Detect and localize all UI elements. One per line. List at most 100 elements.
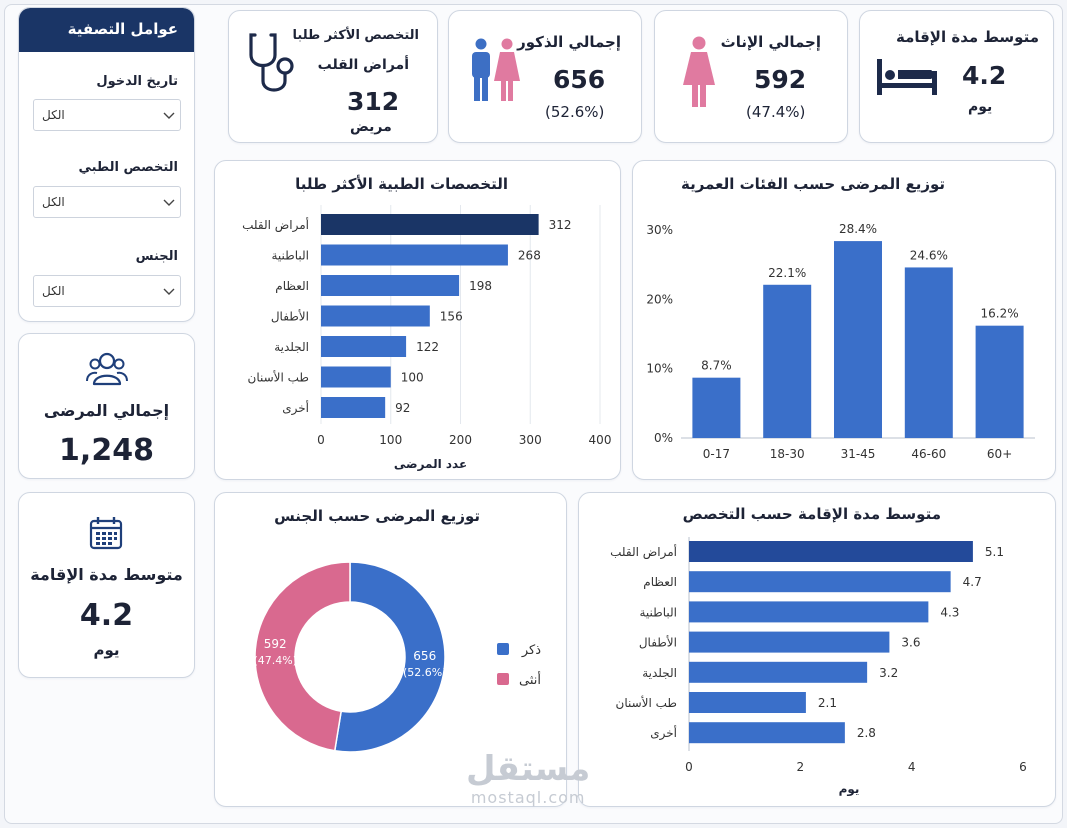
category-label: 46-60 bbox=[911, 447, 946, 461]
slice-value-label: 656 bbox=[413, 649, 436, 663]
bar bbox=[689, 661, 868, 683]
watermark: مستقل mostaql.com bbox=[466, 750, 590, 807]
legend-swatch bbox=[497, 643, 509, 655]
side-avg-stay-unit: يوم bbox=[93, 641, 120, 659]
chevron-down-icon bbox=[163, 199, 175, 206]
total-patients-card: إجمالي المرضى 1,248 bbox=[18, 333, 195, 479]
stay-chart-card: متوسط مدة الإقامة حسب التخصص 0 2 4 6 أمراض ا… bbox=[578, 492, 1056, 807]
bar bbox=[904, 267, 953, 438]
x-tick-label: 0 bbox=[685, 760, 693, 774]
bar bbox=[692, 377, 741, 438]
donut-slice bbox=[333, 561, 446, 753]
category-label: الباطنية bbox=[640, 605, 678, 619]
data-label: 2.1 bbox=[818, 696, 837, 710]
calendar-icon bbox=[89, 517, 123, 550]
category-label: الجلدية bbox=[642, 666, 677, 680]
slice-percent-label: (47.4%) bbox=[253, 654, 297, 667]
data-label: 312 bbox=[549, 218, 572, 232]
males-card: إجمالي الذكور 656 (52.6%) bbox=[448, 10, 642, 143]
category-label: أخرى bbox=[282, 400, 309, 416]
males-percent: (52.6%) bbox=[545, 103, 605, 121]
bar bbox=[321, 214, 539, 235]
category-label: الأطفال bbox=[639, 635, 677, 650]
bar bbox=[763, 284, 812, 438]
x-tick-label: 300 bbox=[519, 433, 542, 447]
data-label: 22.1% bbox=[768, 266, 806, 280]
category-label: طب الأسنان bbox=[248, 370, 309, 385]
data-label: 3.2 bbox=[879, 666, 898, 680]
watermark-arabic: مستقل bbox=[466, 749, 591, 789]
x-tick-label: 100 bbox=[379, 433, 402, 447]
filter-panel: عوامل التصفية تاريخ الدخول الكل التخصص ا… bbox=[18, 7, 195, 322]
category-label: الباطنية bbox=[272, 249, 310, 263]
filter-specialty-dropdown[interactable]: الكل bbox=[33, 186, 181, 218]
total-patients-value: 1,248 bbox=[59, 433, 154, 468]
avg-stay-title: متوسط مدة الإقامة bbox=[895, 28, 1039, 46]
data-label: 100 bbox=[401, 371, 424, 385]
data-label: 4.3 bbox=[940, 605, 959, 619]
category-label: طب الأسنان bbox=[616, 695, 677, 710]
x-tick-label: 0 bbox=[317, 433, 325, 447]
bar bbox=[689, 692, 806, 713]
category-label: 18-30 bbox=[770, 447, 805, 461]
age-chart-title: توزيع المرضى حسب الفئات العمرية bbox=[681, 175, 945, 193]
specialties-chart: 0 100 200 300 400 أمراض القلب 312 الباطنية 268 ال… bbox=[242, 205, 611, 471]
side-avg-stay-title: متوسط مدة الإقامة bbox=[30, 565, 183, 584]
data-label: 156 bbox=[440, 310, 463, 324]
top-specialty-name: أمراض القلب bbox=[317, 57, 409, 73]
watermark-latin: mostaql.com bbox=[470, 788, 586, 807]
bar bbox=[321, 305, 430, 327]
filter-panel-title: عوامل التصفية bbox=[19, 8, 194, 52]
gender-chart: 656 (52.6%) 592 (47.4%) ذكر أنثى bbox=[253, 561, 541, 753]
bar bbox=[834, 241, 882, 438]
y-tick-label: 30% bbox=[646, 223, 673, 237]
x-tick-label: 2 bbox=[797, 760, 805, 774]
filter-date-dropdown[interactable]: الكل bbox=[33, 99, 181, 131]
x-tick-label: 6 bbox=[1019, 760, 1027, 774]
bar bbox=[689, 601, 929, 623]
bar bbox=[321, 275, 460, 296]
category-label: 31-45 bbox=[841, 447, 876, 461]
side-avg-stay-card: متوسط مدة الإقامة 4.2 يوم bbox=[18, 492, 195, 678]
top-specialty-value: 312 bbox=[347, 87, 400, 116]
legend-label: أنثى bbox=[519, 671, 541, 688]
chevron-down-icon bbox=[163, 288, 175, 295]
data-label: 268 bbox=[518, 249, 541, 263]
slice-value-label: 592 bbox=[264, 637, 287, 651]
stethoscope-icon bbox=[249, 33, 294, 92]
female-icon bbox=[683, 36, 715, 107]
bar bbox=[321, 336, 407, 357]
gender-chart-card: توزيع المرضى حسب الجنس 656 (52.6%) 592 (47.… bbox=[214, 492, 567, 807]
stay-chart-title: متوسط مدة الإقامة حسب التخصص bbox=[682, 505, 941, 523]
data-label: 28.4% bbox=[839, 222, 877, 236]
gender-chart-title: توزيع المرضى حسب الجنس bbox=[274, 507, 480, 525]
filter-gender-dropdown[interactable]: الكل bbox=[33, 275, 181, 307]
filter-label-gender: الجنس bbox=[135, 249, 178, 264]
y-tick-label: 20% bbox=[646, 292, 673, 306]
specialties-chart-title: التخصصات الطبية الأكثر طلبا bbox=[295, 175, 508, 193]
data-label: 2.8 bbox=[857, 726, 876, 740]
age-chart: 0% 10% 20% 30% 8.7% 0-17 22.1% 18-30 28.4% 31-45 2… bbox=[646, 222, 1035, 461]
top-specialty-card: التخصص الأكثر طلبا أمراض القلب 312 مريض bbox=[228, 10, 438, 143]
bar bbox=[689, 631, 890, 653]
females-percent: (47.4%) bbox=[746, 103, 806, 121]
category-label: الجلدية bbox=[274, 340, 309, 354]
avg-stay-value: 4.2 bbox=[962, 61, 1007, 90]
females-title: إجمالي الإناث bbox=[720, 33, 821, 51]
data-label: 5.1 bbox=[985, 545, 1004, 559]
category-label: الأطفال bbox=[271, 309, 309, 324]
filter-specialty-value: الكل bbox=[42, 195, 65, 209]
avg-stay-unit: يوم bbox=[968, 99, 993, 115]
bar bbox=[689, 722, 845, 744]
specialties-chart-card: التخصصات الطبية الأكثر طلبا 0 100 200 300 40… bbox=[214, 160, 621, 480]
data-label: 198 bbox=[469, 279, 492, 293]
category-label: 60+ bbox=[987, 447, 1012, 461]
chevron-down-icon bbox=[163, 112, 175, 119]
category-label: 0-17 bbox=[703, 447, 730, 461]
bar bbox=[321, 244, 508, 266]
x-axis-title: عدد المرضى bbox=[394, 457, 467, 471]
x-tick-label: 200 bbox=[449, 433, 472, 447]
top-specialty-unit: مريض bbox=[350, 119, 392, 135]
category-label: العظام bbox=[275, 279, 309, 293]
users-icon bbox=[86, 352, 128, 386]
